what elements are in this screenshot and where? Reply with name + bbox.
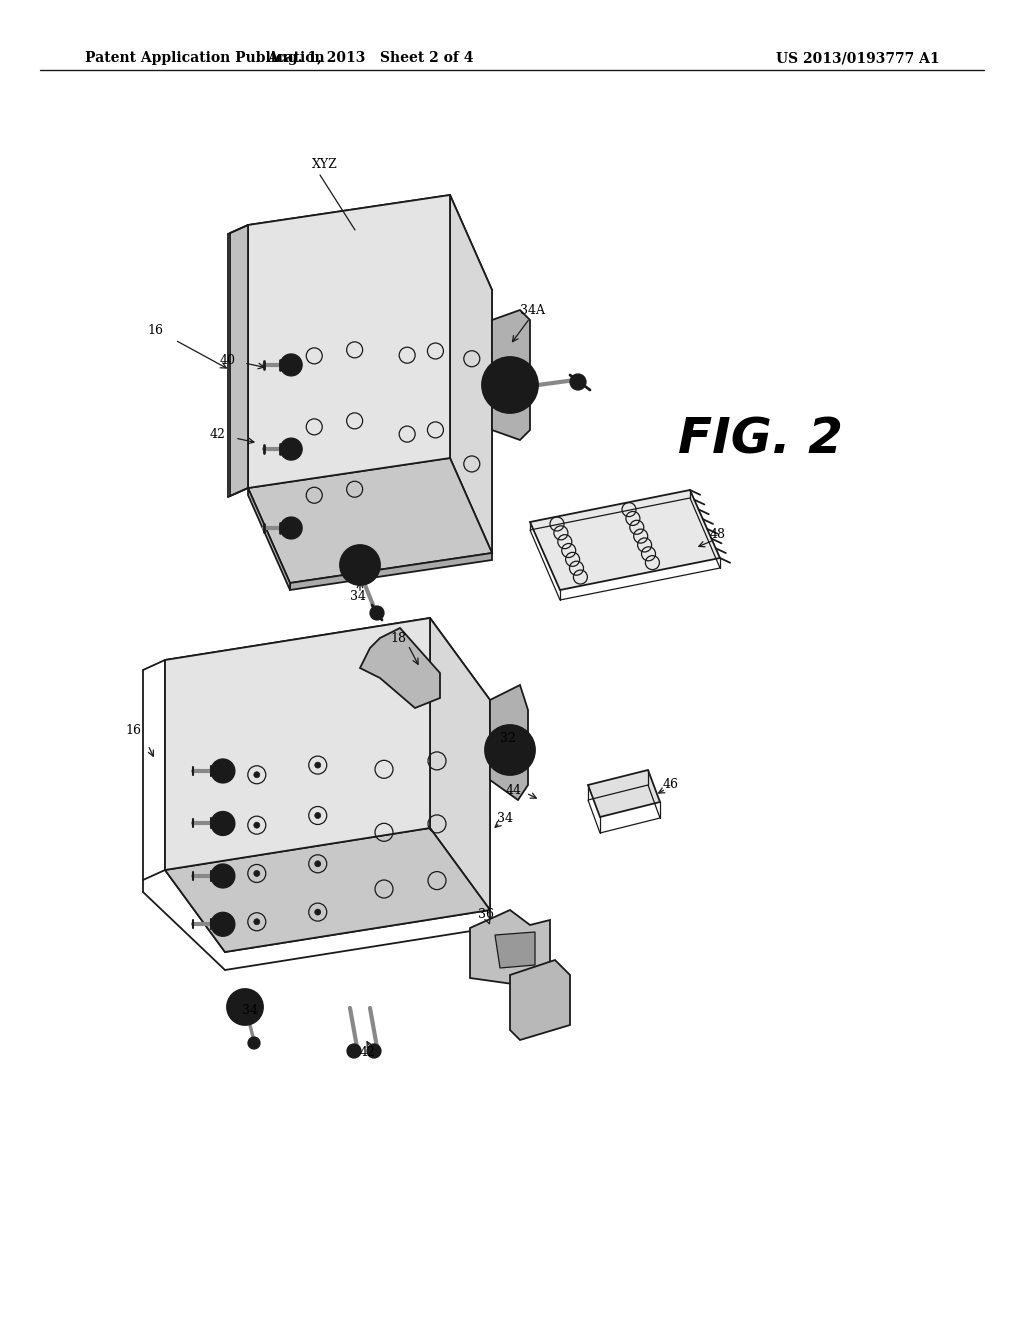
Circle shape <box>350 554 370 576</box>
Circle shape <box>218 871 228 880</box>
Circle shape <box>254 870 260 876</box>
Polygon shape <box>248 224 290 583</box>
Circle shape <box>218 818 228 829</box>
Polygon shape <box>450 195 492 553</box>
Polygon shape <box>248 195 450 488</box>
Circle shape <box>504 744 516 756</box>
Circle shape <box>254 772 260 777</box>
Text: 32: 32 <box>500 731 516 744</box>
Polygon shape <box>530 490 720 590</box>
Circle shape <box>496 737 524 764</box>
Polygon shape <box>165 618 490 742</box>
Text: Patent Application Publication: Patent Application Publication <box>85 51 325 65</box>
Circle shape <box>485 725 535 775</box>
Circle shape <box>570 374 586 389</box>
Polygon shape <box>360 628 440 708</box>
Polygon shape <box>248 195 492 319</box>
Circle shape <box>502 378 518 393</box>
Circle shape <box>281 354 302 376</box>
Text: 34: 34 <box>242 1003 258 1016</box>
Circle shape <box>218 766 228 776</box>
Polygon shape <box>490 685 528 800</box>
Circle shape <box>347 1044 361 1059</box>
Circle shape <box>286 360 296 370</box>
Text: 34A: 34A <box>520 304 545 317</box>
Circle shape <box>211 865 234 888</box>
Polygon shape <box>290 553 492 590</box>
Text: 34: 34 <box>350 590 366 603</box>
Circle shape <box>248 1038 260 1049</box>
Polygon shape <box>470 909 550 985</box>
Circle shape <box>254 822 260 828</box>
Text: 16: 16 <box>125 723 141 737</box>
Polygon shape <box>248 488 290 590</box>
Polygon shape <box>165 660 225 952</box>
Circle shape <box>286 523 296 533</box>
Circle shape <box>218 919 228 929</box>
Text: FIG. 2: FIG. 2 <box>678 416 843 465</box>
Circle shape <box>286 444 296 454</box>
Circle shape <box>314 909 321 915</box>
Circle shape <box>281 438 302 461</box>
Circle shape <box>236 998 254 1016</box>
Text: Aug. 1, 2013   Sheet 2 of 4: Aug. 1, 2013 Sheet 2 of 4 <box>266 51 473 65</box>
Circle shape <box>370 606 384 620</box>
Polygon shape <box>510 960 570 1040</box>
Text: 42: 42 <box>360 1045 376 1059</box>
Polygon shape <box>492 310 530 440</box>
Text: 46: 46 <box>663 779 679 792</box>
Circle shape <box>211 812 234 836</box>
Polygon shape <box>290 290 492 583</box>
Text: 48: 48 <box>710 528 726 541</box>
Text: 42: 42 <box>210 429 226 441</box>
Polygon shape <box>230 224 248 496</box>
Text: US 2013/0193777 A1: US 2013/0193777 A1 <box>776 51 940 65</box>
Circle shape <box>211 759 234 783</box>
Circle shape <box>492 367 528 403</box>
Polygon shape <box>430 618 490 909</box>
Circle shape <box>314 861 321 867</box>
Polygon shape <box>495 932 535 968</box>
Text: XYZ: XYZ <box>312 158 338 172</box>
Text: 44: 44 <box>506 784 522 796</box>
Circle shape <box>211 912 234 936</box>
Text: 18: 18 <box>390 631 406 644</box>
Circle shape <box>314 762 321 768</box>
Circle shape <box>482 356 538 413</box>
Circle shape <box>227 989 263 1026</box>
Circle shape <box>314 813 321 818</box>
Text: 34: 34 <box>497 812 513 825</box>
Text: 40: 40 <box>220 354 236 367</box>
Circle shape <box>254 919 260 925</box>
Polygon shape <box>225 700 490 952</box>
Polygon shape <box>248 458 492 583</box>
Circle shape <box>367 1044 381 1059</box>
Circle shape <box>281 517 302 539</box>
Polygon shape <box>588 770 660 817</box>
Polygon shape <box>165 828 490 952</box>
Circle shape <box>340 545 380 585</box>
Text: 16: 16 <box>147 323 163 337</box>
Polygon shape <box>165 618 430 870</box>
Text: 36: 36 <box>478 908 494 921</box>
